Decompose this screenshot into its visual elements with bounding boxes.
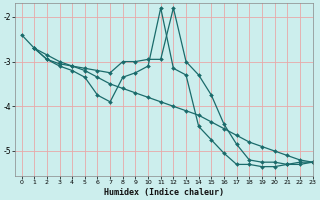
X-axis label: Humidex (Indice chaleur): Humidex (Indice chaleur) bbox=[104, 188, 224, 197]
